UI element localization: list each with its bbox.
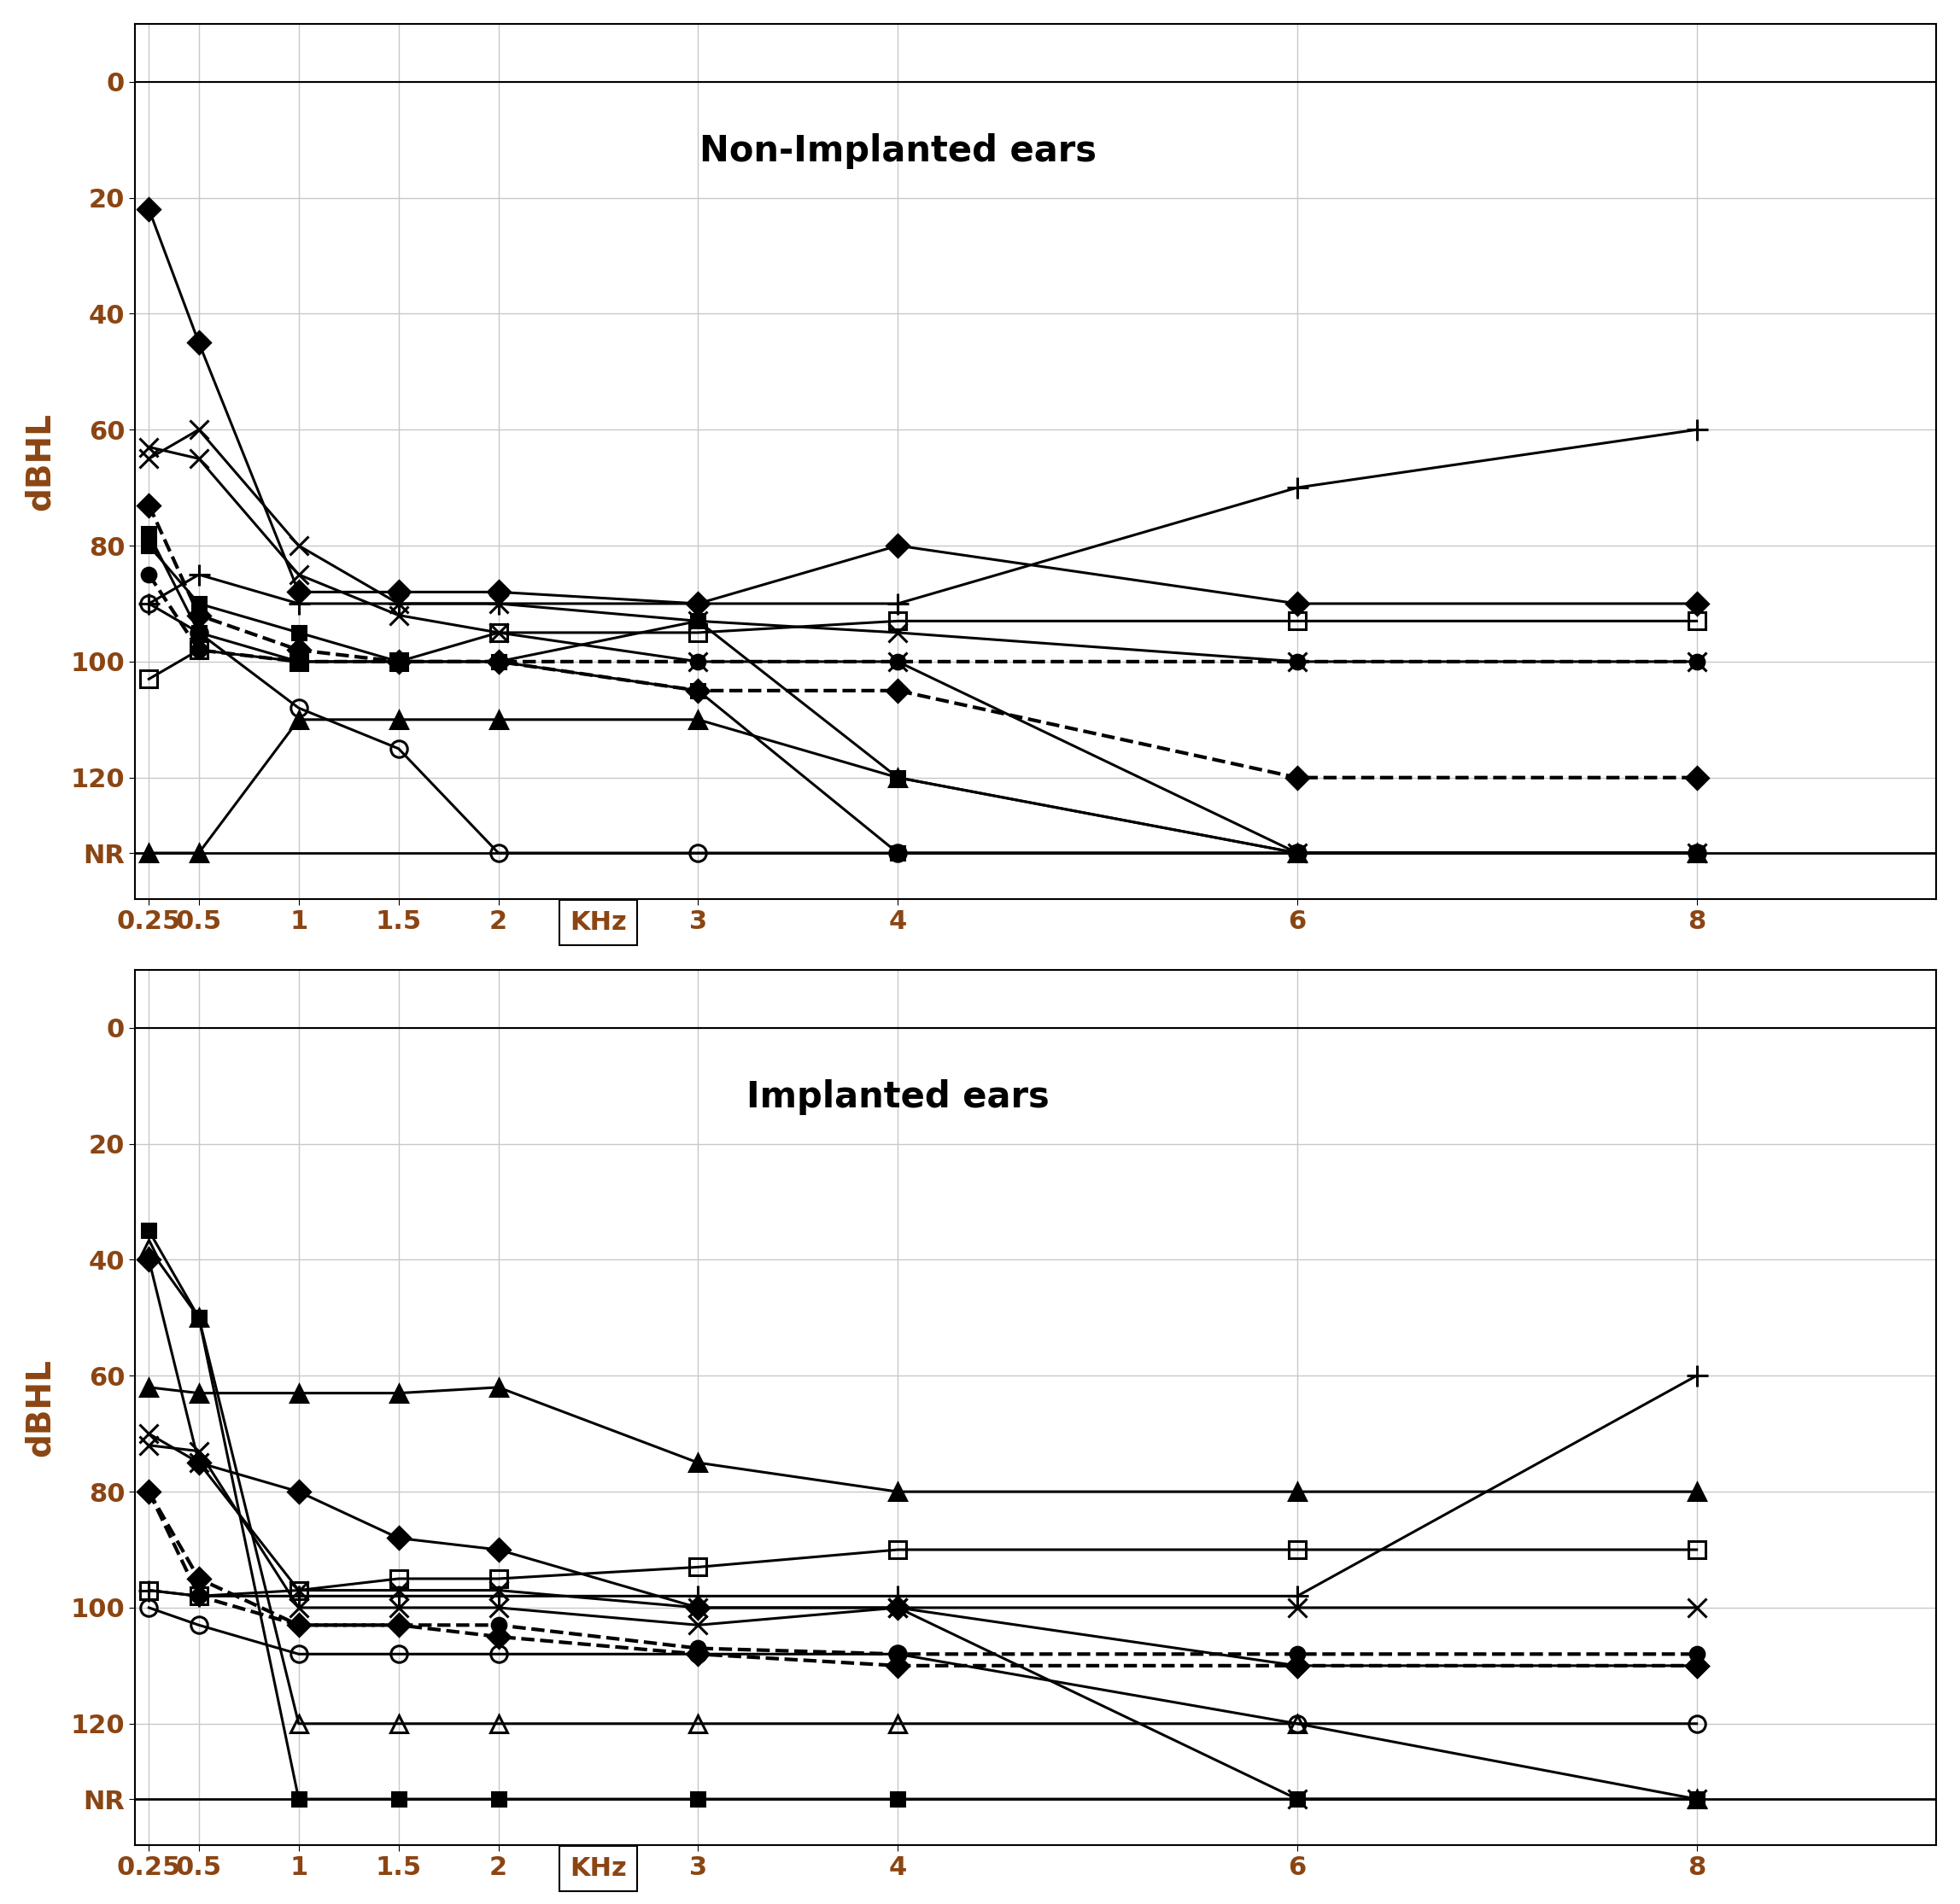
- Text: Implanted ears: Implanted ears: [747, 1080, 1049, 1116]
- Text: KHz: KHz: [570, 910, 627, 935]
- Y-axis label: dBHL: dBHL: [24, 1359, 57, 1457]
- Text: Non-Implanted ears: Non-Implanted ears: [700, 133, 1096, 169]
- Text: KHz: KHz: [570, 1856, 627, 1881]
- Y-axis label: dBHL: dBHL: [24, 413, 57, 510]
